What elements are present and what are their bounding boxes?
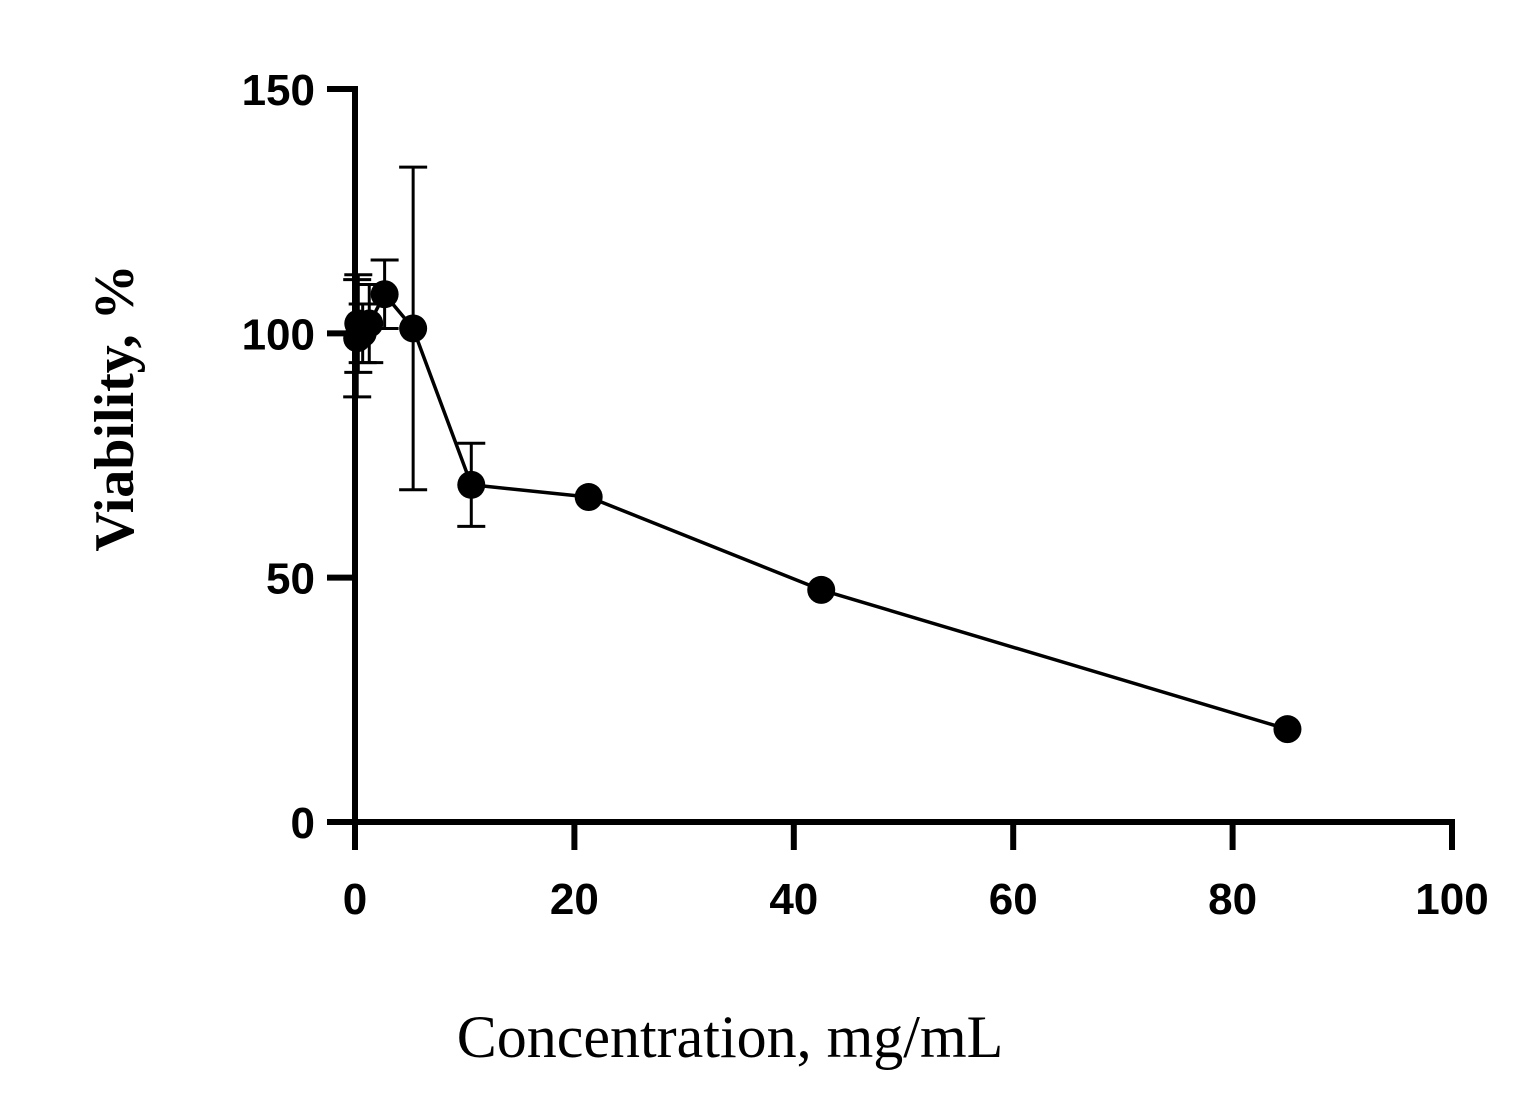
data-point [1273, 715, 1302, 744]
y-axis-ticks: 0 50 100 150 [242, 66, 355, 848]
data-point [457, 470, 486, 499]
series-line-group [355, 292, 1288, 731]
x-tick-label: 60 [989, 875, 1038, 924]
data-point [574, 483, 603, 512]
plot-area: 0 50 100 150 0 20 40 60 80 100 [242, 66, 1489, 924]
data-points [343, 280, 1302, 744]
data-point [807, 575, 836, 604]
x-tick-label: 80 [1208, 875, 1257, 924]
y-axis-title: Viability, % [84, 264, 146, 551]
x-tick-label: 100 [1415, 875, 1488, 924]
x-tick-label: 40 [769, 875, 818, 924]
data-point [370, 280, 399, 309]
y-tick-label: 100 [242, 310, 315, 359]
y-tick-label: 0 [291, 799, 315, 848]
x-axis-ticks: 0 20 40 60 80 100 [343, 822, 1489, 924]
y-tick-label: 150 [242, 66, 315, 115]
x-tick-label: 20 [550, 875, 599, 924]
series-line [355, 292, 1288, 731]
data-point [399, 314, 428, 343]
x-tick-label: 0 [343, 875, 367, 924]
data-point [355, 309, 384, 338]
y-tick-label: 50 [266, 555, 315, 604]
x-axis-title: Concentration, mg/mL [457, 1004, 1004, 1070]
